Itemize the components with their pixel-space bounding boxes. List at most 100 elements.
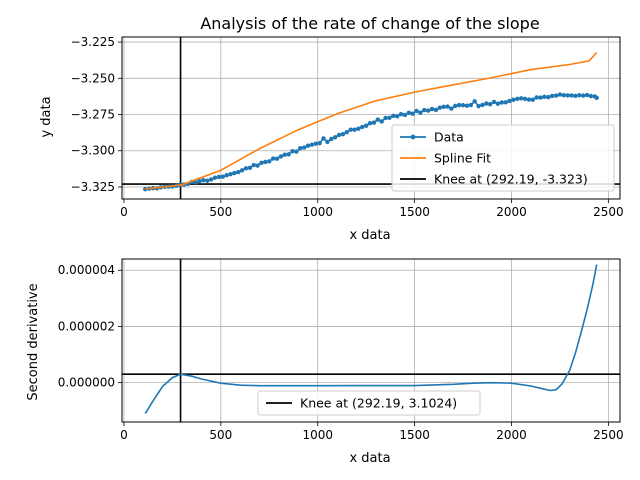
x-tick-label: 1000 (302, 205, 333, 219)
data-point (499, 100, 504, 105)
data-point (197, 178, 202, 184)
data-point (383, 115, 388, 121)
data-point (239, 168, 245, 173)
data-point (437, 105, 442, 110)
x-tick-label: 1500 (399, 428, 430, 442)
data-point (274, 156, 280, 161)
second-derivative-line (144, 264, 598, 415)
x-tick-label: 1500 (399, 205, 430, 219)
data-point (530, 97, 536, 102)
spline-fit-line (145, 51, 598, 190)
data-point (480, 102, 485, 108)
data-point (449, 106, 454, 111)
x-tick-label: 2000 (496, 428, 527, 442)
data-point (495, 101, 501, 106)
chart-title: Analysis of the rate of change of the sl… (200, 14, 539, 33)
data-point (394, 114, 400, 119)
y-tick-label: −3.325 (71, 180, 115, 194)
data-point (321, 136, 326, 141)
data-point (580, 93, 586, 98)
data-point (332, 135, 338, 140)
data-point (410, 111, 415, 116)
data-point (263, 159, 268, 165)
data-point (594, 95, 599, 101)
data-point (220, 174, 225, 179)
y-tick-label: −3.225 (71, 35, 115, 49)
data-point (317, 141, 322, 146)
data-point (453, 103, 458, 109)
data-point (476, 103, 481, 109)
data-point (360, 124, 365, 130)
data-point (352, 127, 357, 132)
data-point (208, 177, 214, 182)
legend: Data Spline Fit Knee at (292.19, -3.323) (391, 124, 615, 192)
plot-frame (121, 36, 621, 200)
legend-label: Knee at (292.19, -3.323) (434, 172, 588, 187)
data-point (205, 178, 210, 183)
y-axis-ticks: 0.000000 0.000002 0.000004 (58, 263, 122, 390)
data-point (236, 169, 241, 175)
data-point (143, 186, 148, 192)
data-point (584, 92, 590, 98)
y-tick-label: −3.250 (71, 71, 115, 85)
data-point (243, 166, 249, 171)
data-point (577, 93, 582, 98)
data-point (301, 145, 307, 150)
data-point (344, 130, 349, 135)
y-tick-label: 0.000004 (58, 263, 115, 277)
data-point (553, 93, 559, 98)
data-point (522, 96, 528, 102)
legend-box (257, 390, 481, 416)
data-point (329, 136, 334, 142)
data-point (286, 152, 291, 157)
data-point (267, 159, 272, 164)
plot-frame (121, 258, 621, 423)
x-tick-label: 500 (209, 428, 232, 442)
data-point (491, 99, 497, 105)
data-point (193, 180, 198, 185)
x-tick-label: 1000 (302, 428, 333, 442)
y-tick-label: −3.275 (71, 108, 115, 122)
data-point (363, 123, 369, 128)
data-point (414, 108, 419, 114)
data-point (546, 94, 551, 100)
data-point (511, 97, 516, 102)
data-point (534, 95, 539, 100)
data-point (573, 93, 578, 99)
y-axis-label: y data (39, 96, 54, 137)
data-point (325, 139, 330, 145)
x-axis-ticks: 0 500 1000 1500 2000 2500 (120, 199, 624, 219)
data-point (515, 96, 520, 102)
data-point (542, 94, 547, 100)
data-point (367, 121, 373, 126)
series-layer (143, 51, 599, 192)
data-point (371, 120, 377, 125)
data-point (549, 93, 555, 99)
legend-label: Data (434, 130, 464, 145)
legend: Knee at (292.19, 3.1024) (257, 390, 481, 416)
data-point (441, 104, 446, 110)
data-point (375, 117, 380, 122)
data-point (429, 106, 435, 112)
data-point (255, 163, 260, 168)
data-point (588, 93, 594, 99)
x-axis-label: x data (349, 228, 390, 243)
data-point (212, 175, 218, 180)
y-axis-ticks: −3.325 −3.300 −3.275 −3.250 −3.225 (71, 35, 122, 194)
data-point (251, 162, 256, 168)
legend-box (391, 124, 615, 192)
data-point (336, 132, 342, 138)
data-point (518, 96, 524, 101)
data-point (526, 97, 532, 102)
data-point (569, 93, 574, 98)
data-point (557, 92, 563, 97)
data-point (460, 103, 466, 108)
data-point (418, 110, 423, 115)
reference-lines (122, 259, 620, 422)
x-axis-ticks: 0 500 1000 1500 2000 2500 (120, 422, 624, 442)
data-point (356, 126, 361, 131)
y-tick-label: 0.000000 (58, 376, 115, 390)
data-point (456, 102, 462, 108)
x-axis-label: x data (349, 451, 390, 466)
legend-label: Spline Fit (434, 151, 491, 166)
